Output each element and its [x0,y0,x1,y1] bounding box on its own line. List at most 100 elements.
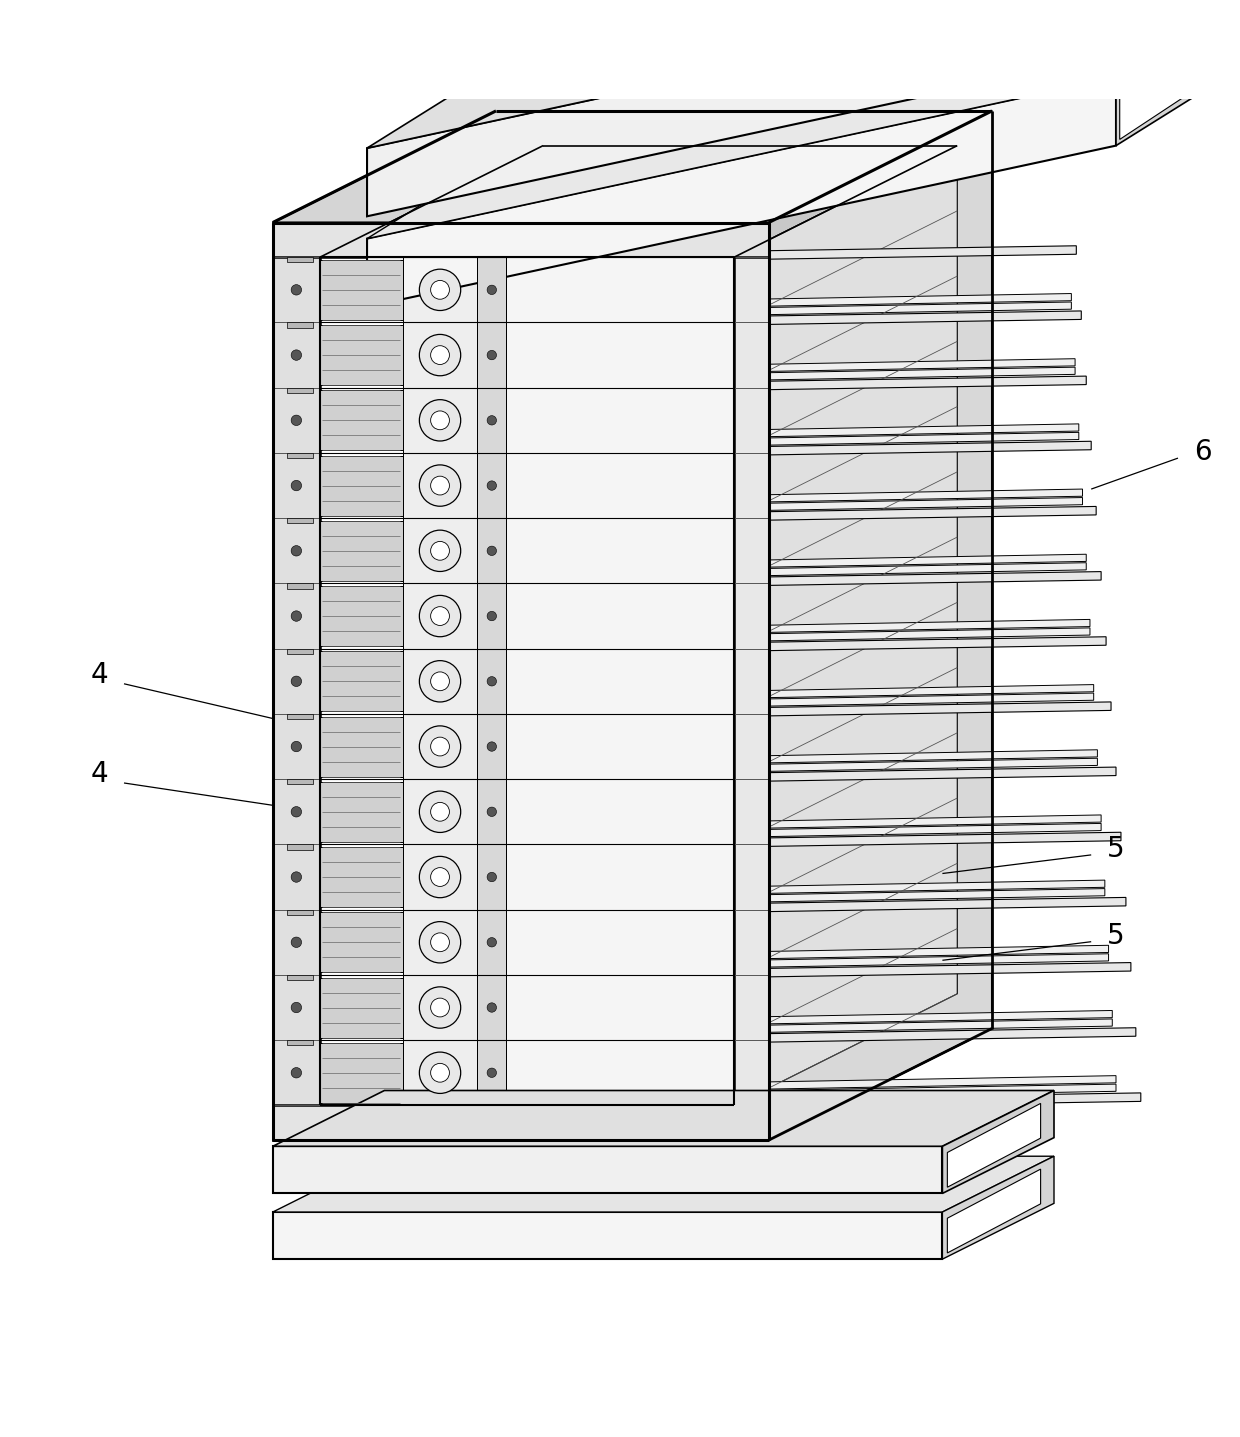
Polygon shape [286,257,312,263]
Circle shape [419,661,461,701]
Circle shape [430,606,449,625]
Polygon shape [506,583,734,648]
Polygon shape [769,302,1071,315]
Polygon shape [477,1040,506,1105]
Polygon shape [477,519,506,583]
Polygon shape [506,910,734,974]
Polygon shape [477,910,506,974]
Polygon shape [403,648,477,714]
Polygon shape [320,1043,403,1102]
Polygon shape [403,779,477,845]
Polygon shape [506,1040,734,1105]
Circle shape [291,480,301,491]
Circle shape [419,987,461,1029]
Polygon shape [769,637,1106,651]
Polygon shape [769,497,1083,510]
Polygon shape [320,651,403,711]
Polygon shape [769,111,992,1140]
Polygon shape [769,954,1109,967]
Polygon shape [769,506,1096,520]
Polygon shape [947,1104,1040,1187]
Circle shape [487,1068,496,1078]
Polygon shape [273,1091,1054,1147]
Polygon shape [506,779,734,845]
Polygon shape [769,628,1090,641]
Polygon shape [769,759,1097,772]
Polygon shape [769,963,1131,977]
Circle shape [487,611,496,621]
Polygon shape [286,845,312,849]
Polygon shape [273,111,992,223]
Polygon shape [769,433,1079,445]
Polygon shape [769,1094,1141,1108]
Polygon shape [1116,0,1205,55]
Circle shape [487,937,496,947]
Polygon shape [320,586,403,647]
Circle shape [291,349,301,361]
Circle shape [430,346,449,365]
Polygon shape [403,974,477,1040]
Polygon shape [320,325,403,385]
Circle shape [291,546,301,556]
Polygon shape [477,845,506,910]
Circle shape [487,285,496,295]
Circle shape [419,792,461,832]
Polygon shape [769,684,1094,697]
Polygon shape [286,453,312,458]
Polygon shape [320,977,403,1038]
Polygon shape [367,0,1205,148]
Polygon shape [942,1157,1054,1259]
Circle shape [430,476,449,494]
Polygon shape [769,368,1075,379]
Circle shape [291,415,301,425]
Circle shape [430,280,449,299]
Polygon shape [769,619,1090,632]
Polygon shape [320,260,403,320]
Circle shape [487,351,496,359]
Text: 4: 4 [91,661,108,690]
Polygon shape [320,782,403,842]
Polygon shape [1120,34,1194,139]
Circle shape [487,1003,496,1012]
Circle shape [291,675,301,687]
Text: 5: 5 [1107,835,1125,862]
Polygon shape [769,888,1105,902]
Circle shape [419,1052,461,1094]
Circle shape [419,921,461,963]
Polygon shape [367,0,1116,217]
Polygon shape [506,257,734,322]
Polygon shape [403,1040,477,1105]
Circle shape [487,546,496,556]
Polygon shape [286,648,312,654]
Polygon shape [734,223,769,1140]
Polygon shape [769,879,1105,894]
Polygon shape [1120,0,1194,47]
Polygon shape [367,78,1116,308]
Circle shape [430,1063,449,1082]
Circle shape [419,399,461,441]
Polygon shape [769,1083,1116,1098]
Circle shape [487,872,496,882]
Polygon shape [769,424,1079,437]
Circle shape [430,411,449,430]
Polygon shape [477,322,506,388]
Polygon shape [734,145,957,1105]
Circle shape [487,677,496,685]
Polygon shape [769,359,1075,371]
Circle shape [419,335,461,375]
Polygon shape [477,453,506,519]
Polygon shape [506,388,734,453]
Circle shape [430,933,449,951]
Polygon shape [769,1076,1116,1089]
Polygon shape [506,453,734,519]
Circle shape [291,937,301,947]
Polygon shape [286,910,312,915]
Polygon shape [273,223,320,1140]
Circle shape [430,999,449,1017]
Circle shape [419,726,461,767]
Circle shape [487,481,496,490]
Polygon shape [769,293,1071,306]
Polygon shape [273,223,769,257]
Polygon shape [286,1040,312,1045]
Text: 6: 6 [1194,438,1211,466]
